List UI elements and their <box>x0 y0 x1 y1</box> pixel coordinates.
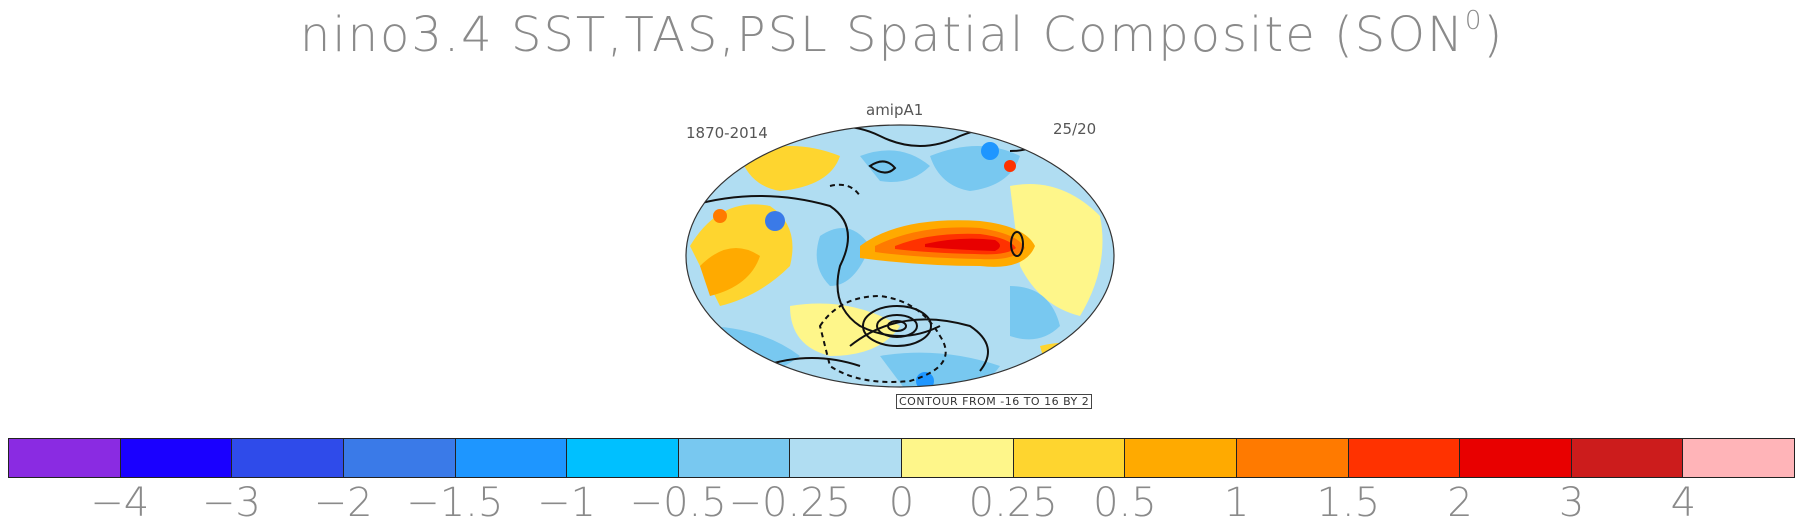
colorbar-tick-label: −1.5 <box>406 480 504 526</box>
colorbar-tick-label: 1.5 <box>1316 480 1381 526</box>
title-superscript: 0 <box>1464 6 1484 36</box>
colorbar-tick-label: 0.5 <box>1093 480 1157 526</box>
panel-name-label: amipA1 <box>866 101 924 119</box>
colorbar-segment <box>1571 439 1684 477</box>
colorbar-tick-label: −4 <box>90 480 150 526</box>
colorbar <box>8 438 1795 478</box>
colorbar-segment <box>1460 439 1572 477</box>
globe-outline <box>685 124 1115 388</box>
colorbar-tick-label: −0.25 <box>728 480 852 526</box>
colorbar-segment <box>567 439 679 477</box>
colorbar-segment <box>455 439 568 477</box>
colorbar-tick-label: 1 <box>1223 480 1250 526</box>
colorbar-segment <box>120 439 233 477</box>
colorbar-tick-label: 0 <box>888 480 915 526</box>
colorbar-segment <box>790 439 902 477</box>
colorbar-tick-label: −1 <box>536 480 596 526</box>
colorbar-segment <box>9 439 121 477</box>
colorbar-segment <box>902 439 1014 477</box>
title-text: nino3.4 SST,TAS,PSL Spatial Composite (S… <box>299 7 1465 63</box>
map-svg <box>685 124 1115 388</box>
colorbar-segment <box>678 439 791 477</box>
colorbar-segment <box>343 439 456 477</box>
colorbar-segment <box>1348 439 1461 477</box>
psl-negative-contours <box>818 183 947 383</box>
colorbar-tick-label: 4 <box>1670 480 1697 526</box>
colorbar-segment <box>1125 439 1237 477</box>
ratio-label: 25/20 <box>1053 120 1097 138</box>
colorbar-tick-label: −2 <box>313 480 373 526</box>
colorbar-segment <box>1683 439 1794 477</box>
colorbar-tick-label: 0.25 <box>968 480 1058 526</box>
colorbar-tick-label: −0.5 <box>629 480 727 526</box>
period-label: 1870-2014 <box>686 124 768 142</box>
colorbar-segment <box>232 439 344 477</box>
title-close: ) <box>1483 7 1505 63</box>
colorbar-segment <box>1013 439 1126 477</box>
colorbar-tick-label: −3 <box>201 480 261 526</box>
colorbar-tick-label: 2 <box>1447 480 1473 526</box>
global-map <box>680 96 1120 416</box>
colorbar-tick-label: 3 <box>1558 480 1585 526</box>
figure-title: nino3.4 SST,TAS,PSL Spatial Composite (S… <box>0 6 1804 63</box>
colorbar-segment <box>1236 439 1349 477</box>
contour-info: CONTOUR FROM -16 TO 16 BY 2 <box>896 394 1093 409</box>
